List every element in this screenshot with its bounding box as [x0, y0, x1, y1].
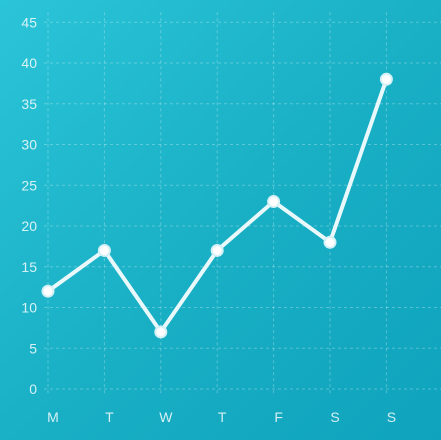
- x-tick-label: S: [387, 409, 396, 425]
- data-point: [97, 243, 111, 257]
- x-tick-label: M: [47, 409, 59, 425]
- x-tick-label: W: [159, 409, 173, 425]
- data-point: [210, 243, 224, 257]
- y-tick-label: 25: [21, 177, 37, 193]
- x-tick-label: S: [330, 409, 339, 425]
- y-tick-label: 5: [29, 340, 37, 356]
- y-tick-label: 0: [29, 381, 37, 397]
- y-tick-label: 15: [21, 259, 37, 275]
- y-axis-ticks: 0 5 10 15 20 25 30 35 40 45: [21, 14, 37, 397]
- x-tick-label: F: [274, 409, 283, 425]
- x-tick-label: T: [105, 409, 114, 425]
- data-point: [323, 235, 337, 249]
- data-point: [379, 72, 393, 86]
- point-layer: [41, 72, 393, 339]
- y-tick-label: 45: [21, 14, 37, 30]
- y-tick-label: 20: [21, 218, 37, 234]
- grid: [44, 12, 441, 395]
- x-tick-label: T: [218, 409, 227, 425]
- y-tick-label: 10: [21, 300, 37, 316]
- data-point: [267, 195, 281, 209]
- y-tick-label: 35: [21, 96, 37, 112]
- y-tick-label: 40: [21, 55, 37, 71]
- data-point: [154, 325, 168, 339]
- y-tick-label: 30: [21, 137, 37, 153]
- data-point: [41, 284, 55, 298]
